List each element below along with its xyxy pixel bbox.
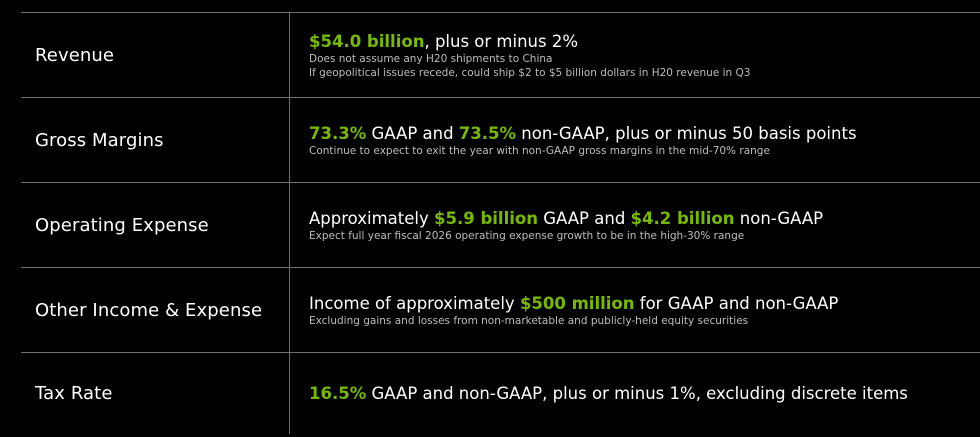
main-text: for GAAP and non-GAAP xyxy=(634,293,839,313)
row-label: Operating Expense xyxy=(21,183,290,267)
table-row-other-income-expense: Other Income & Expense Income of approxi… xyxy=(21,268,980,353)
main-text: Approximately xyxy=(309,208,434,228)
row-label: Tax Rate xyxy=(21,353,290,434)
row-label: Revenue xyxy=(21,13,290,97)
row-body: 16.5% GAAP and non-GAAP, plus or minus 1… xyxy=(290,353,980,434)
note: If geopolitical issues recede, could shi… xyxy=(309,66,751,79)
main-line: Approximately $5.9 billion GAAP and $4.2… xyxy=(309,208,980,229)
main-line: $54.0 billion, plus or minus 2% xyxy=(309,31,980,52)
outlook-table: Revenue $54.0 billion, plus or minus 2% … xyxy=(21,12,980,434)
row-body: Income of approximately $500 million for… xyxy=(290,268,980,352)
row-body: Approximately $5.9 billion GAAP and $4.2… xyxy=(290,183,980,267)
main-text: non-GAAP, plus or minus 50 basis points xyxy=(516,123,857,143)
note: Does not assume any H20 shipments to Chi… xyxy=(309,52,553,65)
row-body: 73.3% GAAP and 73.5% non-GAAP, plus or m… xyxy=(290,98,980,182)
main-text: GAAP and xyxy=(366,123,459,143)
highlight-value: $54.0 billion xyxy=(309,31,425,51)
highlight-value: 73.5% xyxy=(458,123,517,143)
highlight-value: $5.9 billion xyxy=(434,208,538,228)
main-text: Income of approximately xyxy=(309,293,520,313)
main-text: GAAP and xyxy=(537,208,631,228)
main-text: GAAP and non-GAAP, plus or minus 1%, exc… xyxy=(366,384,908,403)
note: Expect full year fiscal 2026 operating e… xyxy=(309,229,745,242)
highlight-value: 16.5% xyxy=(309,384,367,403)
main-text: , plus or minus 2% xyxy=(424,31,579,51)
row-label: Gross Margins xyxy=(21,98,290,182)
main-text: non-GAAP xyxy=(734,208,824,228)
note: Continue to expect to exit the year with… xyxy=(309,144,770,157)
main-line: 73.3% GAAP and 73.5% non-GAAP, plus or m… xyxy=(309,123,980,144)
main-line: Income of approximately $500 million for… xyxy=(309,293,980,314)
row-body: $54.0 billion, plus or minus 2% Does not… xyxy=(290,13,980,97)
highlight-value: $500 million xyxy=(519,293,635,313)
main-line: 16.5% GAAP and non-GAAP, plus or minus 1… xyxy=(309,383,980,404)
table-row-gross-margins: Gross Margins 73.3% GAAP and 73.5% non-G… xyxy=(21,98,980,183)
table-row-operating-expense: Operating Expense Approximately $5.9 bil… xyxy=(21,183,980,268)
table-row-tax-rate: Tax Rate 16.5% GAAP and non-GAAP, plus o… xyxy=(21,353,980,434)
row-label: Other Income & Expense xyxy=(21,268,290,352)
highlight-value: $4.2 billion xyxy=(630,208,735,228)
table-row-revenue: Revenue $54.0 billion, plus or minus 2% … xyxy=(21,13,980,98)
highlight-value: 73.3% xyxy=(309,123,367,143)
note: Excluding gains and losses from non-mark… xyxy=(309,314,749,327)
